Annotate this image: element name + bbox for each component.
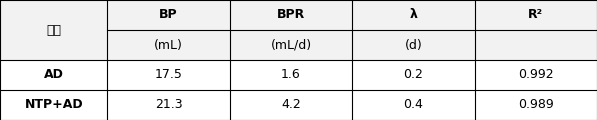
- Text: (mL/d): (mL/d): [270, 39, 312, 51]
- Text: 4.2: 4.2: [281, 99, 301, 111]
- Text: λ: λ: [410, 9, 417, 21]
- Text: (d): (d): [405, 39, 422, 51]
- Bar: [0, 90, 107, 120]
- Text: BP: BP: [159, 9, 178, 21]
- Text: 0.989: 0.989: [518, 99, 553, 111]
- Bar: [475, 60, 597, 90]
- Text: BPR: BPR: [277, 9, 305, 21]
- Bar: [107, 90, 230, 120]
- Bar: [475, 90, 597, 120]
- Text: 구분: 구분: [46, 24, 61, 36]
- Text: NTP+AD: NTP+AD: [24, 99, 83, 111]
- Text: 21.3: 21.3: [155, 99, 183, 111]
- Bar: [352, 90, 475, 120]
- Bar: [230, 90, 352, 120]
- Bar: [475, 0, 597, 30]
- Bar: [352, 60, 475, 90]
- Bar: [475, 30, 597, 60]
- Bar: [107, 30, 230, 60]
- Bar: [107, 60, 230, 90]
- Bar: [352, 0, 475, 30]
- Text: 1.6: 1.6: [281, 69, 301, 81]
- Text: 0.2: 0.2: [404, 69, 423, 81]
- Bar: [0, 60, 107, 90]
- Bar: [230, 60, 352, 90]
- Bar: [230, 30, 352, 60]
- Text: 0.992: 0.992: [518, 69, 553, 81]
- Text: AD: AD: [44, 69, 64, 81]
- Bar: [107, 0, 230, 30]
- Bar: [0, 0, 107, 60]
- Text: (mL): (mL): [154, 39, 183, 51]
- Text: R²: R²: [528, 9, 543, 21]
- Text: 0.4: 0.4: [404, 99, 423, 111]
- Text: 17.5: 17.5: [155, 69, 183, 81]
- Bar: [352, 30, 475, 60]
- Bar: [230, 0, 352, 30]
